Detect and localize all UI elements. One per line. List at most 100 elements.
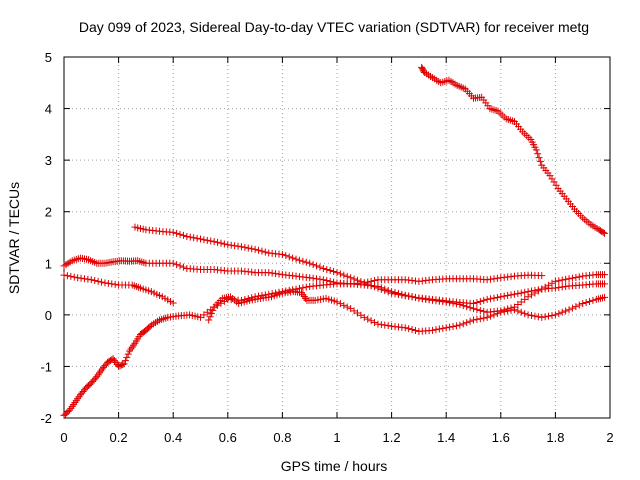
data-point: [360, 313, 368, 321]
data-point: [258, 292, 266, 300]
data-point: [347, 274, 355, 282]
data-point: [562, 282, 570, 290]
data-point: [84, 275, 92, 283]
data-point: [459, 320, 467, 328]
data-point: [214, 238, 222, 246]
data-point: [63, 272, 71, 280]
data-point: [302, 283, 310, 291]
data-point: [568, 274, 576, 282]
data-point: [186, 233, 194, 241]
x-tick-label: 0.6: [219, 430, 237, 445]
data-point: [302, 258, 310, 266]
data-point: [524, 311, 532, 319]
data-point: [551, 277, 559, 285]
data-point: [169, 299, 177, 307]
data-point: [575, 301, 583, 309]
data-point: [545, 312, 553, 320]
data-point: [555, 310, 563, 318]
x-tick-label: 1: [333, 430, 340, 445]
data-point: [586, 297, 594, 305]
x-tick-label: 0.8: [273, 430, 291, 445]
data-point: [94, 277, 102, 285]
y-tick-labels: -2 -1 0 1 2 3 4 5: [40, 50, 52, 426]
data-point: [309, 261, 317, 269]
data-point: [473, 315, 481, 323]
data-point: [234, 242, 242, 250]
x-tick-label: 1.8: [546, 430, 564, 445]
data-point: [490, 294, 498, 302]
grid-lines: [64, 57, 610, 418]
series-track-2: [131, 223, 609, 308]
x-tick-label: 1.2: [383, 430, 401, 445]
data-point: [548, 279, 556, 287]
data-point: [480, 307, 488, 315]
data-point: [536, 157, 544, 165]
data-point: [562, 307, 570, 315]
data-point: [449, 322, 457, 330]
data-point: [548, 312, 556, 320]
data-point: [282, 252, 290, 260]
data-point: [217, 239, 225, 247]
data-point: [579, 300, 587, 308]
data-point: [323, 265, 331, 273]
data-point: [555, 284, 563, 292]
data-point: [442, 298, 450, 306]
data-point: [285, 253, 293, 261]
data-point: [521, 288, 529, 296]
data-point: [343, 272, 351, 280]
data-point: [340, 271, 348, 279]
series-track-3: [60, 254, 546, 288]
data-point: [456, 301, 464, 309]
data-point: [275, 288, 283, 296]
data-point: [575, 273, 583, 281]
data-point: [446, 299, 454, 307]
data-point: [422, 295, 430, 303]
x-tick-label: 1.6: [492, 430, 510, 445]
data-point: [210, 238, 218, 246]
data-point: [261, 248, 269, 256]
data-point: [268, 290, 276, 298]
data-point: [336, 270, 344, 278]
data-point: [377, 321, 385, 329]
data-point: [173, 261, 181, 269]
data-point: [179, 263, 187, 271]
data-point: [601, 280, 609, 288]
data-point: [60, 271, 68, 279]
data-point: [272, 270, 280, 278]
data-point: [572, 273, 580, 281]
y-tick-label: 1: [45, 256, 52, 271]
data-point: [306, 259, 314, 267]
data-point: [534, 287, 542, 295]
data-point: [538, 313, 546, 321]
data-point: [589, 296, 597, 304]
data-point: [408, 326, 416, 334]
y-tick-label: -1: [40, 359, 52, 374]
x-tick-labels: 0 0.2 0.4 0.6 0.8 1 1.2 1.4 1.6 1.8 2: [60, 430, 613, 445]
data-point: [268, 269, 276, 277]
data-point: [299, 284, 307, 292]
data-point: [333, 269, 341, 277]
data-point: [190, 234, 198, 242]
data-point: [394, 289, 402, 297]
data-point: [398, 290, 406, 298]
data-point: [476, 315, 484, 323]
data-point: [183, 232, 191, 240]
data-point: [179, 231, 187, 239]
data-point: [500, 292, 508, 300]
data-point: [227, 241, 235, 249]
data-point: [244, 244, 252, 252]
y-tick-label: 2: [45, 205, 52, 220]
data-point: [176, 230, 184, 238]
data-point: [497, 293, 505, 301]
data-point: [316, 275, 324, 283]
data-point: [517, 308, 525, 316]
data-point: [463, 319, 471, 327]
data-points: [60, 63, 609, 419]
data-point: [521, 310, 529, 318]
data-point: [74, 274, 82, 282]
data-point: [517, 289, 525, 297]
series-track-4: [60, 271, 609, 335]
data-point: [432, 326, 440, 334]
data-point: [255, 292, 263, 300]
data-point: [418, 295, 426, 303]
